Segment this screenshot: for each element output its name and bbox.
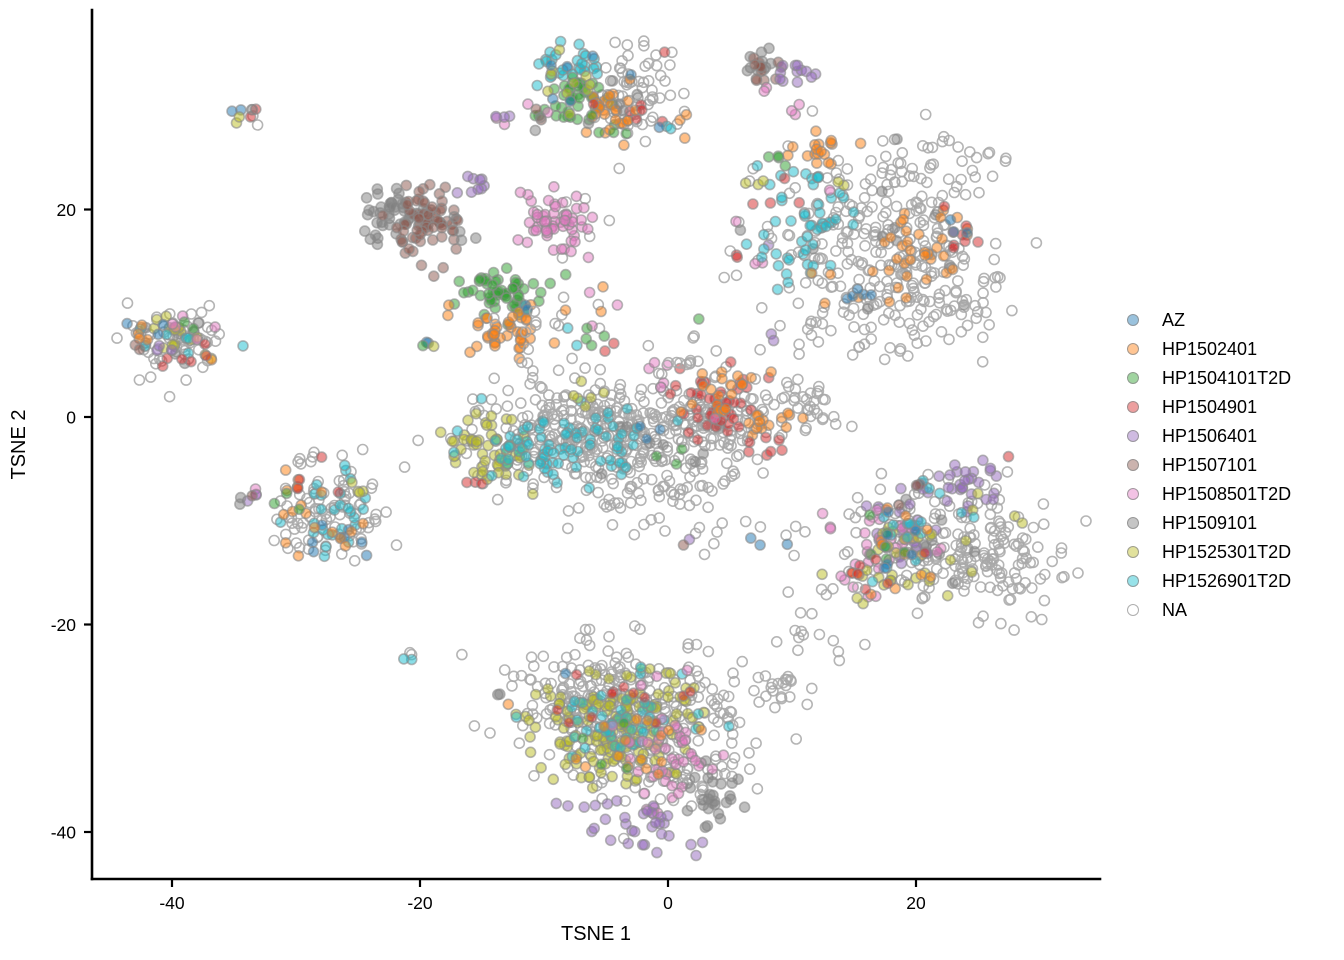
legend-item-HP1506401: HP1506401 — [1127, 421, 1291, 450]
legend-label: HP1509101 — [1162, 512, 1258, 533]
y-tick-label: -40 — [51, 823, 77, 843]
legend-label: HP1525301T2D — [1162, 541, 1292, 562]
legend-key-dot — [1127, 429, 1139, 442]
x-axis-title: TSNE 1 — [561, 923, 631, 945]
legend-item-HP1507101: HP1507101 — [1127, 450, 1291, 479]
y-tick-label: 20 — [57, 200, 77, 220]
legend-key-dot — [1127, 574, 1139, 587]
x-tick-label: 20 — [906, 893, 926, 913]
legend-item-HP1504901: HP1504901 — [1127, 392, 1291, 421]
legend-key-dot — [1127, 487, 1139, 500]
data-points — [111, 35, 1092, 862]
legend-key-open-circle — [1127, 603, 1139, 616]
legend-item-HP1508501T2D: HP1508501T2D — [1127, 479, 1291, 508]
legend-label: HP1504101T2D — [1162, 367, 1292, 388]
legend-key-dot — [1127, 400, 1139, 413]
legend-label: HP1504901 — [1162, 396, 1258, 417]
legend-key-dot — [1127, 545, 1139, 558]
legend-label: HP1508501T2D — [1162, 483, 1292, 504]
y-tick-label: -20 — [51, 615, 77, 635]
legend-key-dot — [1127, 371, 1139, 384]
legend-item-HP1509101: HP1509101 — [1127, 508, 1291, 537]
x-tick-label: 0 — [663, 893, 673, 913]
legend-item-HP1504101T2D: HP1504101T2D — [1127, 363, 1291, 392]
legend-item-HP1526901T2D: HP1526901T2D — [1127, 566, 1291, 595]
x-tick-label: -40 — [159, 893, 185, 913]
legend-key-dot — [1127, 342, 1139, 355]
legend-label: HP1526901T2D — [1162, 570, 1292, 591]
legend-key-dot — [1127, 458, 1139, 471]
legend-label: NA — [1162, 599, 1188, 620]
x-tick-label: -20 — [407, 893, 433, 913]
legend-item-NA: NA — [1127, 595, 1291, 624]
legend-key-dot — [1127, 313, 1139, 326]
legend-label: HP1506401 — [1162, 425, 1258, 446]
legend-label: HP1507101 — [1162, 454, 1258, 475]
legend-label: AZ — [1162, 309, 1186, 330]
y-axis-title: TSNE 2 — [8, 409, 30, 479]
legend-key-dot — [1127, 516, 1139, 529]
legend: AZ HP1502401 HP1504101T2D HP1504901 HP150640… — [1127, 305, 1291, 624]
legend-label: HP1502401 — [1162, 338, 1258, 359]
legend-item-AZ: AZ — [1127, 305, 1291, 334]
legend-item-HP1525301T2D: HP1525301T2D — [1127, 537, 1291, 566]
legend-item-HP1502401: HP1502401 — [1127, 334, 1291, 363]
y-tick-label: 0 — [66, 408, 76, 428]
